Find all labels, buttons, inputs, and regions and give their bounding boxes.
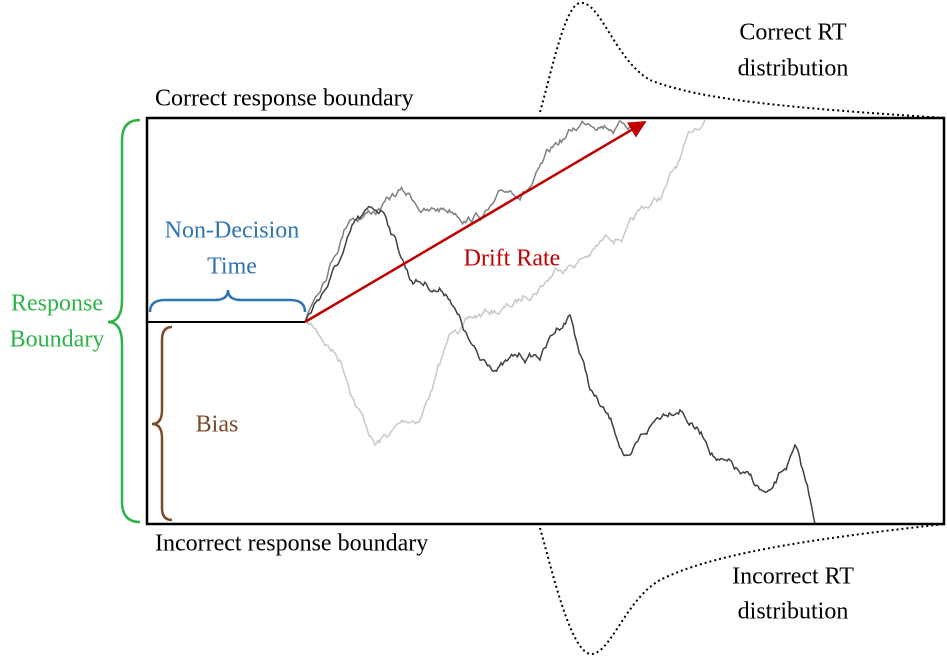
incorrect-boundary-label: Incorrect response boundary: [155, 531, 428, 557]
correct-distribution-label: Correct RT: [739, 20, 847, 46]
response-boundary-label: Response: [11, 291, 103, 317]
random-walk: [304, 120, 641, 323]
incorrect-rt-distribution-curve: [539, 523, 946, 656]
random-walk: [304, 119, 706, 447]
non-decision-brace: [148, 289, 307, 313]
bias-brace: [151, 325, 173, 522]
non-decision-label: Non-Decision: [165, 218, 300, 244]
incorrect-distribution-label: distribution: [738, 599, 849, 625]
correct-boundary-label: Correct response boundary: [155, 86, 414, 112]
response-boundary-label: Boundary: [10, 327, 105, 353]
non-decision-label: Time: [207, 254, 257, 280]
bias-label: Bias: [196, 412, 239, 438]
drift-arrow: [304, 120, 647, 324]
drift-rate-label: Drift Rate: [464, 246, 561, 272]
correct-distribution-label: distribution: [738, 56, 849, 82]
random-walks: [304, 119, 816, 525]
response-boundary-brace: [107, 118, 141, 524]
incorrect-distribution-label: Incorrect RT: [732, 564, 854, 590]
random-walk: [304, 205, 816, 525]
